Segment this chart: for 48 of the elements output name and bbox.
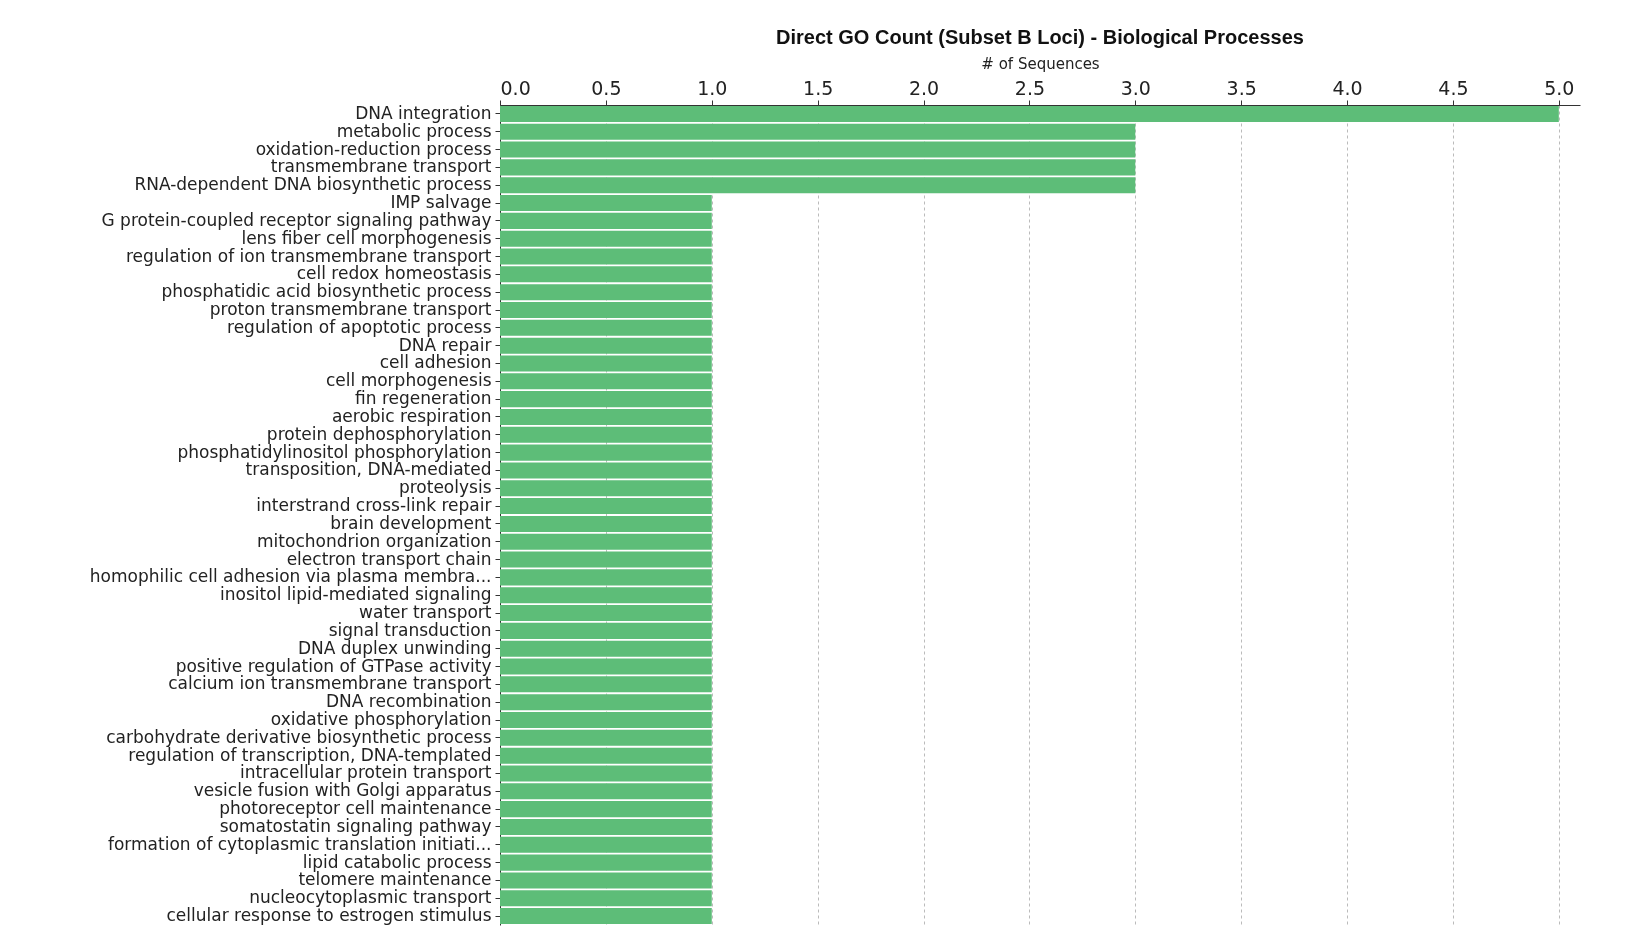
y-tick-label: oxidative phosphorylation	[270, 709, 492, 729]
y-tick-label: phosphatidic acid biosynthetic process	[161, 281, 492, 302]
bar	[500, 408, 712, 425]
x-tick-label: 4.0	[1332, 76, 1363, 99]
y-tick-label: cell morphogenesis	[326, 370, 492, 391]
bar	[500, 836, 712, 853]
bar	[500, 391, 712, 408]
x-tick-label: 0.0	[500, 76, 531, 99]
bar	[500, 622, 712, 639]
x-tick-label: 3.0	[1120, 76, 1151, 99]
bar	[500, 801, 712, 818]
y-tick-label: nucleocytoplasmic transport	[249, 887, 492, 908]
bar	[500, 123, 1136, 140]
bar	[500, 301, 712, 319]
bar	[500, 319, 712, 336]
bar	[500, 587, 712, 604]
bar	[500, 515, 712, 532]
bar	[500, 605, 712, 622]
bar	[500, 908, 712, 925]
x-tick-label: 5.0	[1544, 76, 1575, 99]
y-tick-label: proteolysis	[398, 477, 492, 498]
bar	[500, 890, 712, 907]
bar	[500, 195, 712, 212]
bar	[500, 818, 712, 835]
bar	[500, 711, 712, 729]
x-axis-title: # of Sequences	[981, 54, 1100, 73]
bar	[500, 105, 1559, 122]
bar	[500, 177, 1136, 194]
bar	[500, 230, 712, 247]
bar	[500, 533, 712, 550]
bar	[500, 426, 712, 443]
x-tick-label: 3.5	[1226, 76, 1257, 99]
bar	[500, 498, 712, 515]
x-tick-label: 1.0	[697, 76, 728, 99]
x-tick-label: 0.5	[591, 76, 622, 99]
x-tick-label: 4.5	[1438, 76, 1469, 99]
x-tick-label: 2.0	[908, 76, 940, 99]
bar	[500, 694, 712, 711]
x-tick-label: 2.5	[1014, 76, 1046, 99]
y-tick-label: lipid catabolic process	[302, 851, 492, 872]
bar	[500, 729, 712, 746]
bar	[500, 212, 712, 229]
bar	[500, 284, 712, 301]
x-tick-label: 1.5	[803, 76, 834, 99]
bar	[500, 480, 712, 497]
chart-title: Direct GO Count (Subset B Loci) - Biological Processes	[776, 26, 1304, 48]
bar	[500, 640, 712, 657]
y-tick-label: DNA integration	[355, 102, 492, 123]
